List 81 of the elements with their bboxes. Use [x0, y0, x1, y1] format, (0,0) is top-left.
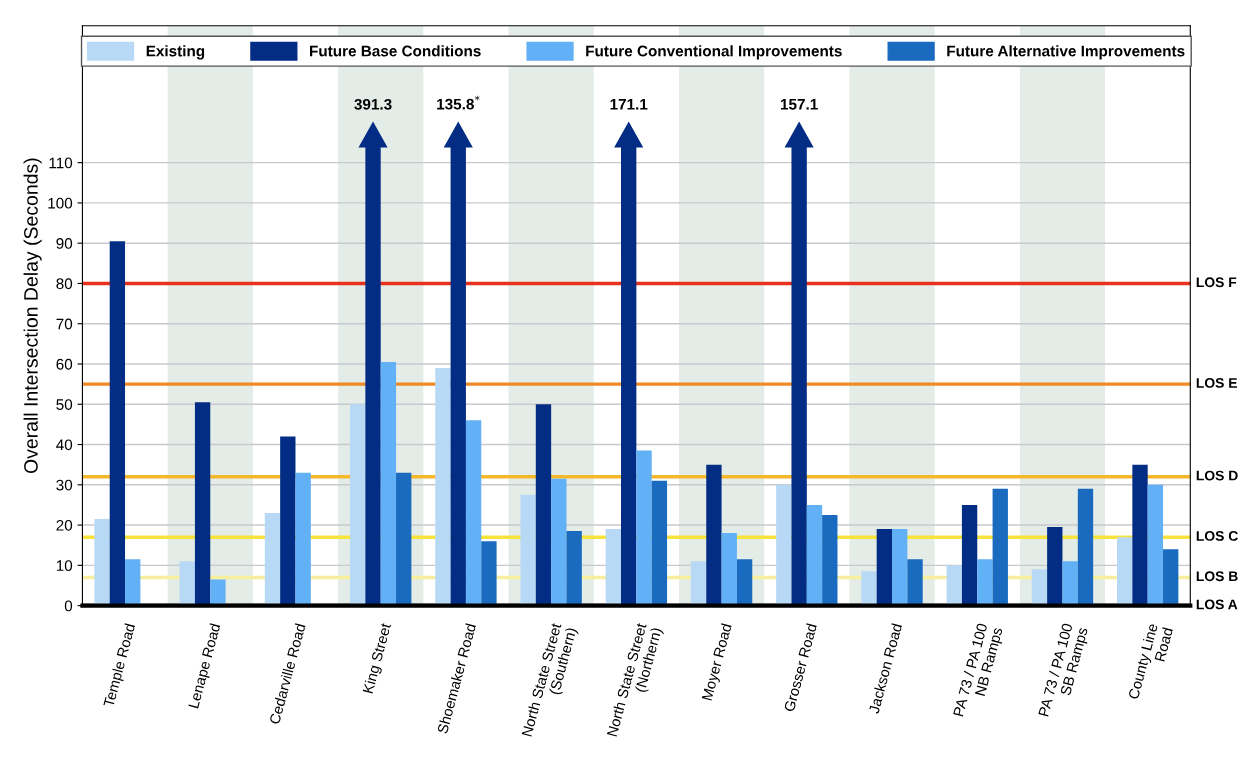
legend-label: Future Conventional Improvements: [586, 45, 842, 60]
bar: [690, 561, 707, 606]
bar: [520, 494, 536, 606]
x-tick-label: King Street: [362, 622, 394, 695]
y-tick-label: 70: [56, 318, 73, 330]
x-tick-label: PA 73 / PA 100 NB Ramps: [952, 622, 1006, 717]
bar: [264, 512, 281, 606]
y-tick-label: 90: [56, 238, 73, 249]
bar: [822, 515, 838, 606]
bar: [736, 559, 753, 606]
legend-label: Future Base Conditions: [310, 45, 481, 57]
y-tick-label: 60: [56, 358, 73, 370]
bar: [194, 402, 211, 606]
bar: [566, 531, 582, 606]
bar: [721, 533, 737, 606]
bar: [125, 559, 141, 606]
legend-label: Existing: [146, 45, 205, 60]
y-axis-title: Overall Intersection Delay (Seconds): [23, 158, 42, 474]
x-tick-label: Lenape Road: [187, 623, 224, 710]
x-tick-label: Moyer Road: [701, 623, 735, 702]
ref-line-label: LOS E: [1196, 378, 1237, 388]
bar: [1031, 569, 1048, 606]
bar: [1077, 488, 1094, 606]
y-tick-label: 40: [56, 439, 73, 451]
bar: [1062, 561, 1078, 606]
bar: [605, 529, 622, 606]
bar: [109, 241, 126, 606]
x-tick-label: PA 73 / PA 100 SB Ramps: [1037, 622, 1091, 717]
bar: [636, 450, 652, 606]
y-tick-label: 100: [48, 197, 73, 209]
ref-line-label: LOS D: [1196, 470, 1238, 481]
text: 157.1: [780, 99, 818, 110]
bar: [465, 420, 482, 606]
ref-line-label: LOS A: [1196, 599, 1238, 610]
bar: [350, 404, 366, 606]
x-tick-label: Grosser Road: [783, 623, 817, 713]
bar: [551, 478, 567, 606]
bar: [210, 579, 226, 606]
text: 391.3: [354, 98, 392, 110]
y-tick-label: 0: [64, 600, 73, 612]
ref-line-label: LOS B: [1196, 571, 1238, 582]
text: 135.8$^{*}$: [437, 95, 480, 110]
bar: [1132, 464, 1148, 606]
bar: [977, 559, 993, 606]
ref-line-label: LOS F: [1196, 277, 1237, 288]
x-tick-label: Temple Road: [102, 623, 138, 709]
bar: [435, 368, 451, 606]
bar: [806, 504, 823, 606]
bar: [1047, 527, 1063, 606]
text: 171.1: [610, 99, 648, 110]
y-tick-label: 80: [56, 278, 73, 290]
bar: [535, 404, 552, 606]
bar: [1147, 484, 1164, 606]
bar: [992, 488, 1008, 606]
x-tick-label: Jackson Road: [868, 623, 903, 715]
legend-label: Future Alternative Improvements: [947, 45, 1185, 60]
bar: [961, 504, 978, 606]
y-tick-label: 10: [56, 560, 73, 572]
y-tick-label: 20: [56, 519, 73, 531]
bar: [1163, 549, 1179, 606]
bar: [861, 571, 877, 606]
bar: [776, 484, 792, 606]
bar: [179, 561, 195, 606]
bar: [94, 519, 110, 606]
bar: [892, 529, 908, 606]
bar: [396, 472, 412, 606]
bar: [706, 464, 722, 606]
ref-line-label: LOS C: [1196, 531, 1238, 541]
bar: [651, 480, 668, 606]
bar: [295, 472, 311, 606]
bar: [1117, 537, 1133, 606]
bar: [876, 529, 893, 606]
x-tick-label: County Line Road: [1127, 622, 1173, 701]
y-tick-label: 30: [56, 479, 73, 491]
bar: [946, 565, 962, 606]
bar: [380, 361, 397, 606]
bar: [280, 436, 296, 606]
y-tick-label: 50: [56, 399, 73, 410]
y-tick-label: 110: [49, 157, 73, 169]
bar: [481, 541, 497, 606]
bar: [907, 559, 923, 606]
